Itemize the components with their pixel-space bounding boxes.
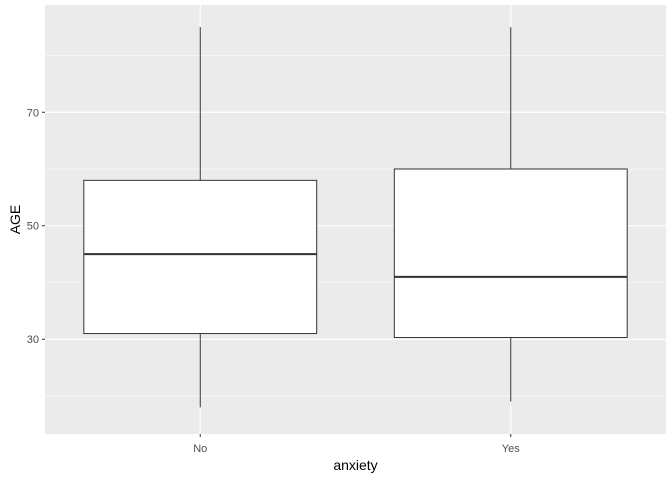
x-tick-label: No bbox=[193, 443, 207, 455]
y-tick-label: 30 bbox=[27, 334, 39, 346]
y-tick-label: 50 bbox=[27, 221, 39, 233]
box-no bbox=[83, 27, 318, 408]
x-tick-label: Yes bbox=[502, 443, 520, 455]
box-iqr bbox=[83, 179, 318, 335]
box-iqr bbox=[393, 168, 628, 339]
x-axis-title: anxiety bbox=[333, 457, 377, 473]
x-axis-ticks: No Yes bbox=[193, 434, 520, 455]
box-series bbox=[83, 27, 628, 408]
box-yes bbox=[393, 27, 628, 402]
y-axis-ticks: 30 50 70 bbox=[27, 107, 45, 346]
y-tick-label: 70 bbox=[27, 107, 39, 119]
y-axis-title: AGE bbox=[7, 205, 23, 235]
